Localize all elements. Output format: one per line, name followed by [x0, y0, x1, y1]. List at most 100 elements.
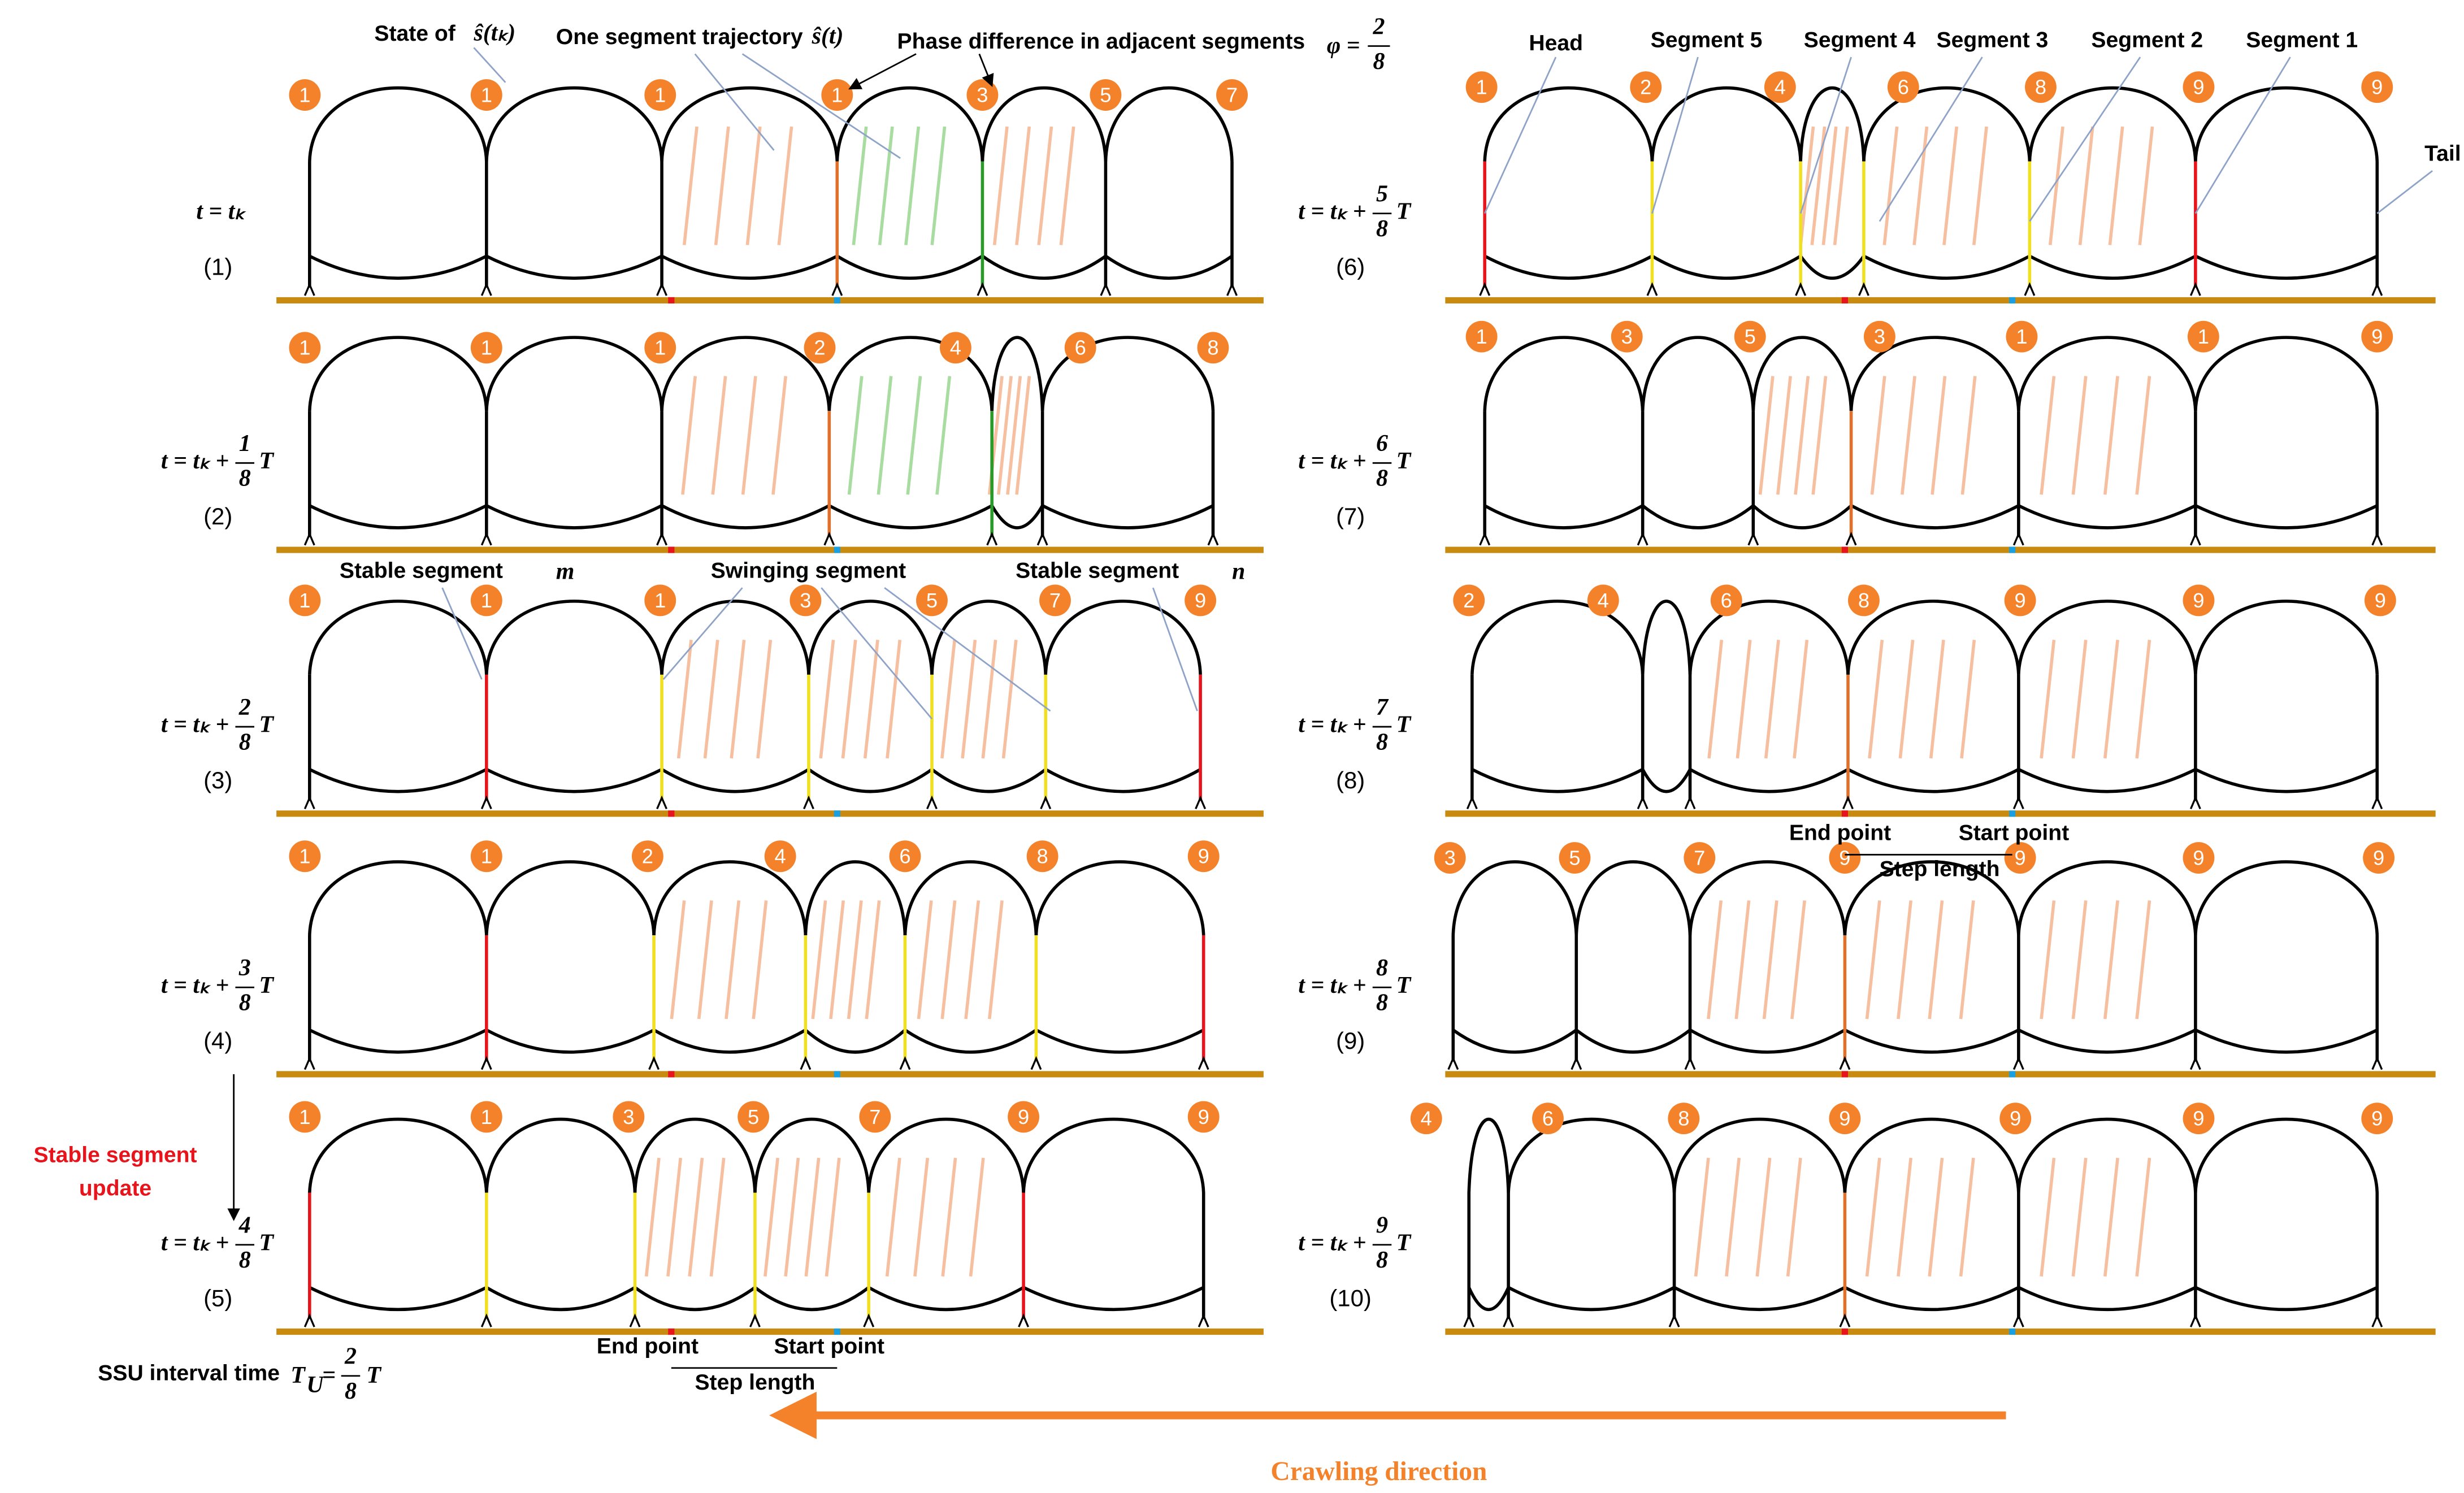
- step-length-label: Step length: [695, 1370, 815, 1395]
- state-badge: [289, 840, 321, 873]
- segment-top: [1470, 600, 1645, 675]
- panel: 1 1 1 3 5 7 9 t = tₖ + 2 8T (3): [161, 584, 1264, 817]
- state-number: 8: [1678, 1107, 1689, 1130]
- update-label: update: [79, 1176, 151, 1200]
- state-badge: [939, 332, 971, 364]
- time-lhs: t = tₖ +: [1298, 973, 1366, 999]
- segment-bottom: [931, 768, 1047, 793]
- end-point-label: End point: [597, 1334, 699, 1359]
- time-unit: T: [1396, 448, 1412, 474]
- time-unit: T: [259, 448, 274, 474]
- trajectory-trace: [1059, 126, 1075, 245]
- state-number: 9: [2010, 1107, 2021, 1130]
- head-label: Head: [1529, 31, 1583, 55]
- time-den: 8: [239, 466, 251, 492]
- trajectory-trace: [2135, 640, 2151, 759]
- time-num: 7: [1376, 695, 1389, 721]
- trajectory-trace: [1959, 1157, 1975, 1277]
- trajectory-trace: [917, 900, 933, 1019]
- trajectory-trace: [1794, 376, 1810, 495]
- state-symbol: ŝ(tₖ): [473, 20, 515, 46]
- foot: [1195, 795, 1207, 810]
- arrow: [848, 53, 917, 90]
- time-den: 8: [1376, 729, 1388, 755]
- state-number: 1: [481, 589, 492, 612]
- segment-top: [1751, 336, 1853, 411]
- foot: [303, 531, 315, 546]
- panel-label: (1): [203, 254, 232, 280]
- end-marker: [1841, 297, 1848, 304]
- state-number: 9: [1839, 1107, 1850, 1130]
- time-lhs: t = tₖ +: [1298, 712, 1366, 738]
- segment-bottom: [2194, 1286, 2378, 1312]
- state-number: 8: [1037, 845, 1048, 868]
- segment-top: [633, 1117, 757, 1193]
- end-marker: [1841, 810, 1848, 817]
- trajectory-trace: [711, 376, 727, 495]
- trajectory-trace: [1001, 640, 1018, 759]
- trajectory-trace: [1015, 126, 1031, 245]
- state-number: 1: [481, 1105, 492, 1129]
- trajectory-trace: [997, 376, 1013, 495]
- start-point-label: Start point: [774, 1334, 885, 1359]
- foot: [2371, 282, 2383, 296]
- segment-bottom: [754, 1286, 870, 1312]
- trajectory-trace: [1868, 640, 1884, 759]
- time-den: 8: [239, 990, 251, 1016]
- foot: [1503, 1313, 1515, 1327]
- state-badge: [1848, 584, 1880, 617]
- foot: [1571, 1056, 1582, 1070]
- segment-top: [1688, 860, 1847, 936]
- foot: [648, 1056, 660, 1070]
- trajectory-trace: [2103, 640, 2119, 759]
- foot: [1668, 1313, 1680, 1327]
- state-badge: [1039, 584, 1071, 617]
- trajectory-trace: [666, 1157, 683, 1277]
- segment-top: [652, 860, 808, 936]
- segment-bottom: [1467, 1287, 1510, 1312]
- trajectory-trace: [878, 126, 894, 245]
- trajectory-trace: [1758, 376, 1775, 495]
- state-badge: [1863, 320, 1895, 353]
- state-number: 9: [2371, 1107, 2383, 1130]
- trajectory-trace: [1037, 126, 1053, 245]
- segment-bottom: [2194, 768, 2378, 793]
- time-den: 8: [239, 729, 251, 755]
- state-badge: [1710, 584, 1742, 617]
- foot: [480, 1313, 492, 1327]
- leader: [694, 53, 775, 151]
- state-number: 1: [2198, 325, 2209, 348]
- trajectory-trace: [987, 900, 1004, 1019]
- segment-label: Segment 2: [2091, 28, 2203, 52]
- state-badge: [2004, 842, 2036, 874]
- trajectory-trace: [847, 376, 864, 495]
- state-number: 5: [1100, 84, 1111, 107]
- trajectory-trace: [904, 126, 921, 245]
- state-number: 1: [654, 84, 666, 107]
- panel-label: (10): [1329, 1285, 1372, 1312]
- step-length-label: Step length: [1880, 857, 2000, 882]
- state-number: 7: [1226, 84, 1238, 107]
- trajectory-trace: [784, 1157, 800, 1277]
- trajectory-trace: [940, 900, 957, 1019]
- foot: [1466, 795, 1478, 810]
- trajectory-trace: [804, 1157, 821, 1277]
- trajectory-trace: [2103, 376, 2119, 495]
- segment-top: [1862, 86, 2032, 162]
- state-number: 9: [1198, 845, 1209, 868]
- end-point-label: End point: [1789, 821, 1891, 845]
- panel: 1 1 3 5 7 9 9 t = tₖ + 4 8T (5): [161, 1101, 1264, 1335]
- trajectory-trace: [703, 640, 719, 759]
- foot: [303, 1313, 315, 1327]
- trajectory-trace: [1882, 126, 1899, 245]
- panel-label: (7): [1336, 503, 1365, 530]
- trajectory-trace: [811, 900, 827, 1019]
- segment-bottom: [485, 1286, 636, 1312]
- trajectory-trace: [969, 1157, 985, 1277]
- state-number: 1: [481, 336, 492, 359]
- segment-top: [485, 336, 663, 411]
- annotations: State of ŝ(tₖ) One segment trajectory ŝ(…: [33, 14, 2461, 1486]
- segment-bottom: [1483, 254, 1653, 280]
- segment-top: [981, 86, 1108, 162]
- foot: [803, 795, 814, 810]
